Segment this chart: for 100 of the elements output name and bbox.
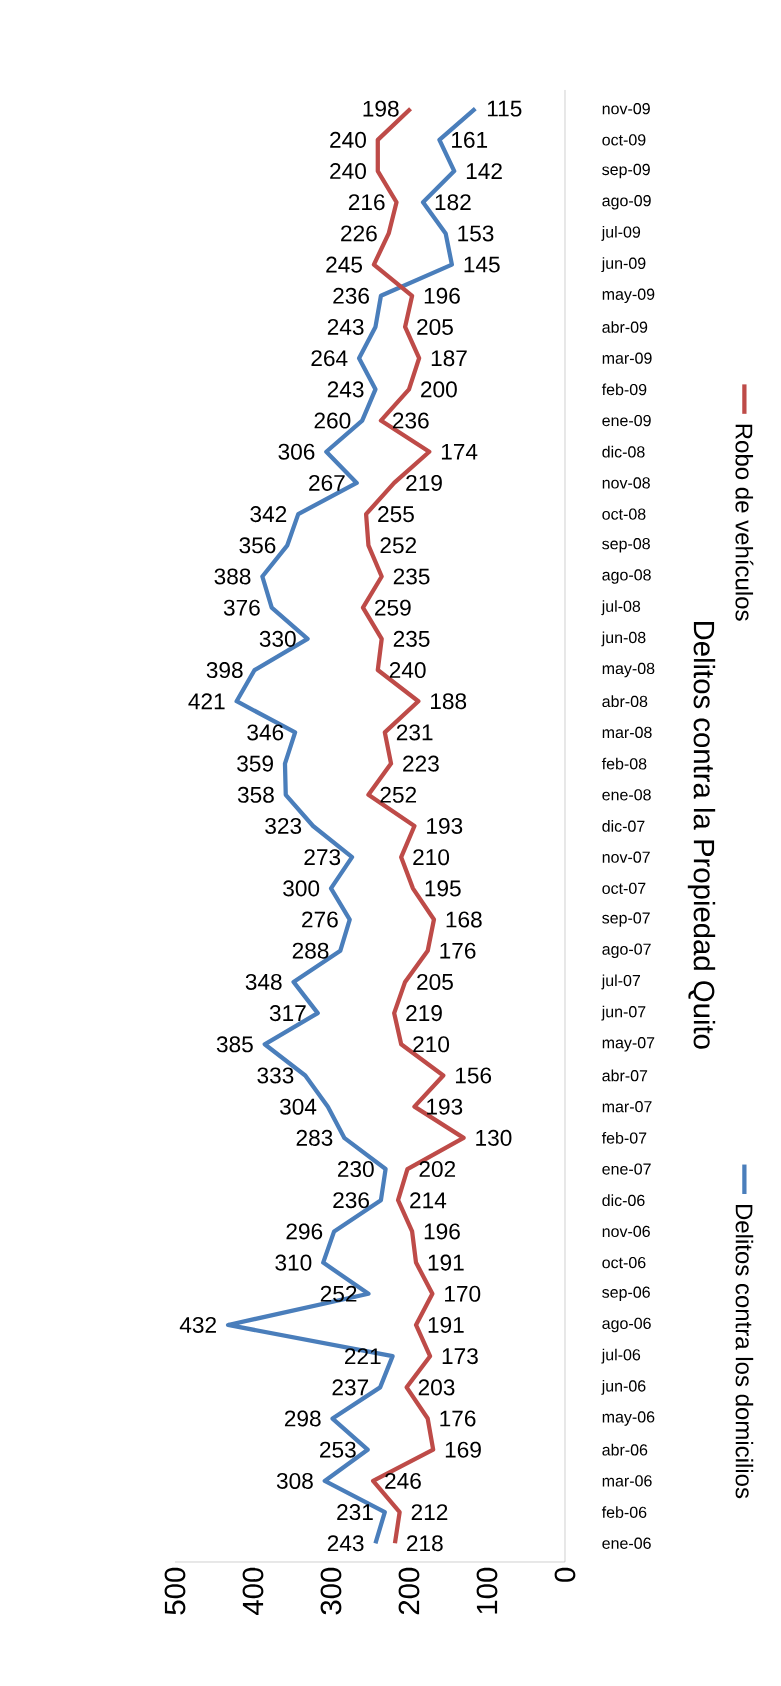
- y-tick-label: sep-09: [602, 163, 650, 179]
- y-tick-label: nov-07: [602, 851, 650, 863]
- data-label: 176: [440, 1410, 476, 1427]
- data-label: 223: [403, 755, 439, 772]
- data-label: 308: [276, 1472, 313, 1489]
- data-label: 153: [458, 225, 494, 242]
- data-label: 240: [330, 163, 366, 180]
- data-label: 195: [425, 880, 461, 897]
- y-tick-label: sep-06: [602, 1286, 650, 1302]
- data-label: 231: [337, 1504, 373, 1521]
- data-label: 259: [375, 599, 411, 616]
- data-label: 219: [406, 474, 442, 491]
- data-label: 240: [330, 131, 366, 148]
- data-label: 221: [345, 1348, 381, 1365]
- data-label: 253: [320, 1441, 356, 1458]
- data-label: 156: [455, 1067, 492, 1084]
- data-label: 432: [179, 1316, 216, 1333]
- data-label: 252: [320, 1285, 357, 1302]
- y-tick-label: abr-06: [602, 1443, 648, 1456]
- y-tick-label: ago-06: [602, 1317, 651, 1333]
- y-tick-label: abr-09: [602, 321, 648, 333]
- data-label: 346: [247, 724, 284, 741]
- data-label: 243: [327, 1535, 364, 1552]
- text: Delitos contra la Propiedad Quito: [687, 621, 716, 1049]
- data-label: 202: [419, 1161, 456, 1178]
- y-tick-label: may-06: [602, 1411, 655, 1426]
- data-label: 330: [259, 630, 296, 647]
- y-tick-label: oct-07: [602, 882, 646, 895]
- x-tick-label: 0: [554, 1567, 576, 1582]
- data-label: 219: [406, 1005, 442, 1022]
- data-label: 421: [188, 693, 225, 710]
- data-label: 203: [418, 1379, 455, 1396]
- data-label: 300: [283, 880, 320, 897]
- y-tick-label: mar-08: [602, 726, 652, 739]
- data-label: 376: [223, 599, 260, 616]
- data-label: 252: [380, 537, 417, 554]
- y-tick-label: feb-09: [601, 383, 647, 396]
- data-label: 252: [380, 786, 417, 803]
- y-tick-label: dic-07: [602, 820, 645, 832]
- data-label: 193: [427, 1098, 463, 1115]
- data-label: 145: [464, 256, 500, 273]
- x-tick-label: 300: [320, 1567, 342, 1615]
- data-label: 226: [341, 225, 377, 242]
- data-label: 342: [250, 506, 287, 523]
- data-label: 276: [302, 911, 338, 928]
- data-label: 236: [333, 287, 369, 304]
- y-tick-label: mar-07: [602, 1101, 652, 1113]
- data-label: 196: [424, 287, 460, 304]
- data-label: 236: [392, 412, 429, 429]
- data-label: 200: [421, 381, 457, 398]
- data-label: 246: [385, 1472, 421, 1489]
- data-label: 304: [279, 1098, 317, 1115]
- y-tick-label: jun-07: [601, 1005, 646, 1021]
- data-label: 273: [304, 849, 341, 866]
- data-label: 170: [445, 1285, 481, 1302]
- data-label: 130: [476, 1129, 512, 1146]
- data-label: 267: [309, 474, 345, 491]
- data-label: 260: [314, 412, 351, 429]
- data-label: 358: [237, 786, 274, 803]
- y-tick-label: nov-09: [602, 103, 650, 115]
- y-tick-label: dic-08: [602, 445, 645, 458]
- data-label: 296: [286, 1223, 323, 1240]
- y-tick-label: jun-06: [601, 1379, 646, 1395]
- y-tick-label: ago-08: [602, 569, 651, 584]
- data-label: 255: [378, 506, 414, 523]
- legend-label: Robo de vehículos: [735, 424, 754, 621]
- y-tick-label: ene-09: [602, 414, 651, 427]
- y-tick-label: nov-08: [602, 477, 650, 489]
- data-label: 169: [445, 1441, 481, 1458]
- data-label: 214: [410, 1192, 447, 1209]
- y-tick-label: nov-06: [602, 1225, 650, 1238]
- data-label: 212: [411, 1504, 448, 1520]
- y-tick-label: abr-07: [602, 1069, 648, 1082]
- data-label: 182: [435, 194, 471, 211]
- data-label: 230: [337, 1161, 374, 1178]
- x-tick-label: 500: [164, 1567, 186, 1615]
- data-label: 193: [427, 817, 463, 835]
- y-tick-label: abr-08: [602, 695, 648, 708]
- x-tick-label: 200: [398, 1567, 420, 1615]
- data-label: 385: [216, 1036, 253, 1053]
- y-tick-label: feb-06: [601, 1506, 647, 1518]
- data-label: 231: [396, 724, 433, 741]
- y-tick-label: may-09: [602, 288, 655, 304]
- data-label: 237: [332, 1379, 369, 1396]
- data-label: 188: [431, 693, 467, 710]
- data-label: 191: [428, 1316, 464, 1333]
- data-label: 142: [466, 163, 502, 179]
- x-tick-label: 400: [242, 1567, 264, 1615]
- y-tick-label: sep-08: [602, 538, 650, 553]
- y-tick-label: feb-07: [601, 1131, 647, 1144]
- data-label: 198: [363, 100, 399, 117]
- data-label: 298: [284, 1410, 321, 1427]
- data-label: 235: [393, 630, 430, 647]
- data-label: 333: [257, 1067, 294, 1084]
- data-label: 205: [417, 318, 453, 336]
- legend-label: Delitos contra los domicilios: [735, 1204, 754, 1499]
- y-tick-label: may-07: [602, 1037, 655, 1052]
- y-tick-label: jul-08: [601, 600, 641, 616]
- data-label: 359: [237, 755, 273, 772]
- y-tick-label: may-08: [602, 662, 655, 678]
